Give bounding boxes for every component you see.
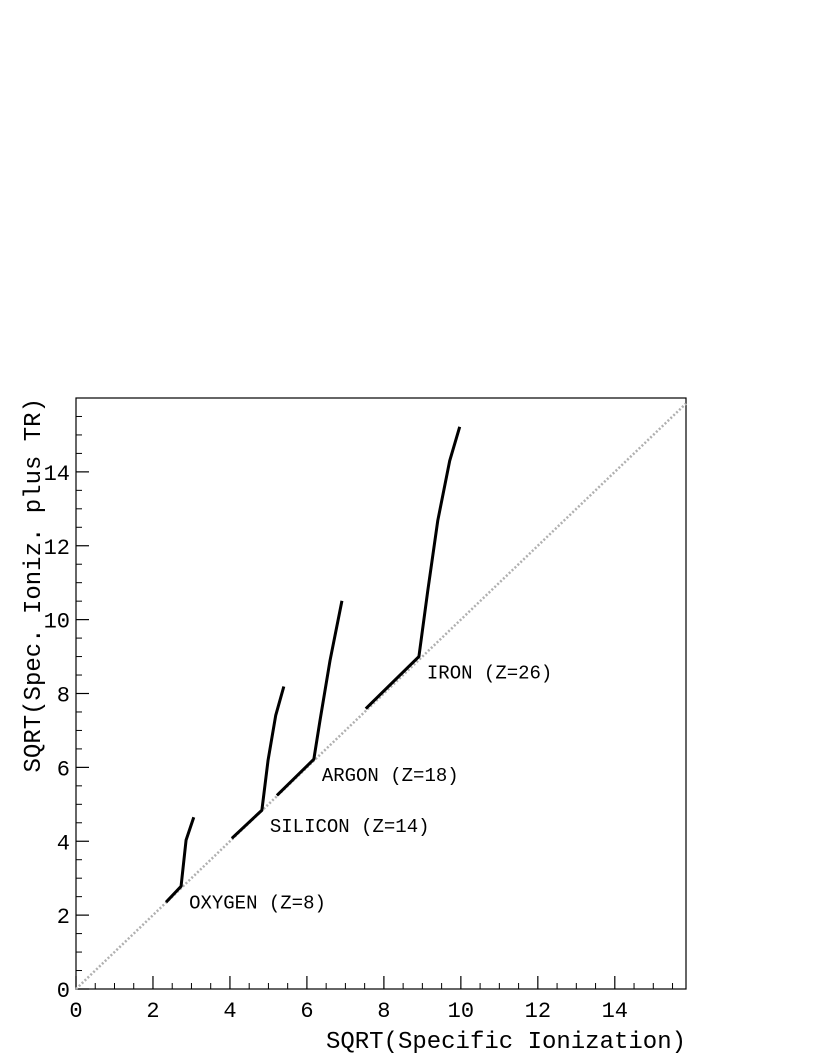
series-label: SILICON (Z=14) [270, 816, 430, 838]
x-tick-label: 8 [377, 999, 390, 1024]
series-label: ARGON (Z=18) [322, 765, 459, 787]
x-tick-label: 14 [602, 999, 628, 1024]
series-label: IRON (Z=26) [427, 663, 552, 685]
series-line [230, 686, 286, 840]
y-tick-label: 8 [57, 684, 70, 709]
x-tick-label: 10 [448, 999, 474, 1024]
y-tick-label: 0 [57, 979, 70, 1004]
y-tick-label: 6 [57, 757, 70, 782]
y-tick-label: 4 [57, 831, 70, 856]
series-line [275, 600, 344, 797]
x-tick-label: 12 [525, 999, 551, 1024]
y-tick-label: 14 [44, 462, 70, 487]
x-tick-label: 2 [146, 999, 159, 1024]
x-axis-title: SQRT(Specific Ionization) [326, 1029, 686, 1056]
series-label: OXYGEN (Z=8) [189, 892, 326, 914]
y-tick-label: 10 [44, 610, 70, 635]
y-axis-title: SQRT(Spec. Ioniz. plus TR) [21, 398, 48, 772]
y-tick-label: 2 [57, 905, 70, 930]
series-line [164, 816, 196, 904]
x-tick-label: 0 [69, 999, 82, 1024]
y-tick-label: 12 [44, 536, 70, 561]
x-tick-label: 6 [300, 999, 313, 1024]
x-tick-label: 4 [223, 999, 236, 1024]
series-line [364, 426, 462, 710]
